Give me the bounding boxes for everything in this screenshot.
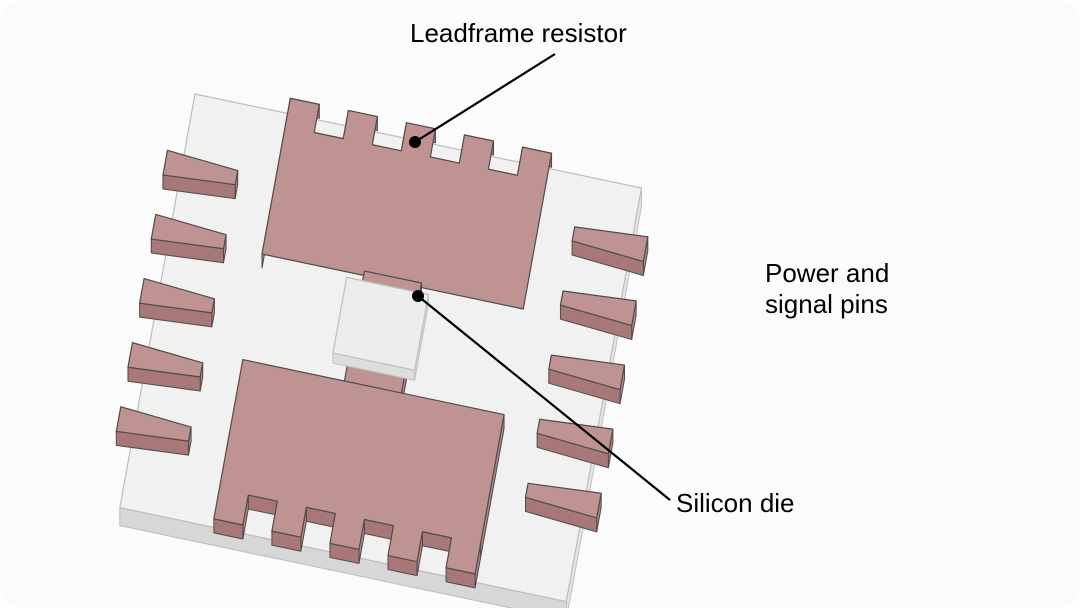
label-leadframe-resistor: Leadframe resistor <box>410 18 627 49</box>
label-power-signal-pins: Power and signal pins <box>765 258 889 320</box>
chip-diagram <box>0 0 1080 608</box>
label-silicon-die: Silicon die <box>676 488 795 519</box>
